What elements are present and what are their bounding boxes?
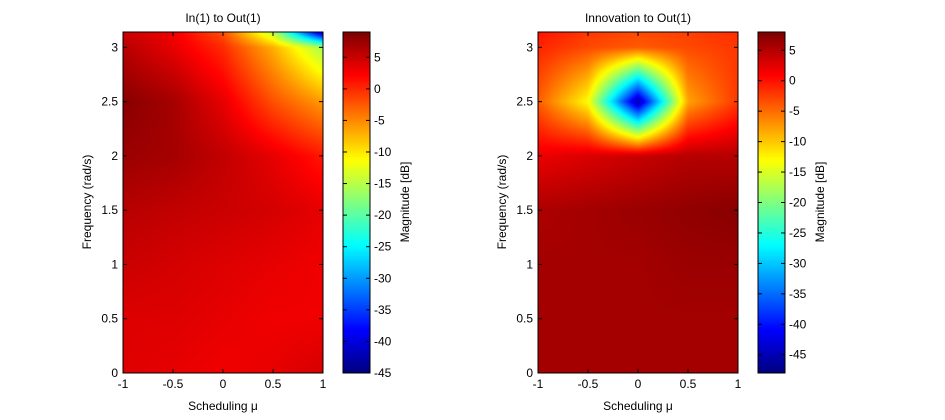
panel-innovation-to-out1: Innovation to Out(1) -1 -0.5 0 0.5 1 0 0.5 1 1.… bbox=[495, 11, 827, 413]
colorbar-tick-label: -40 bbox=[374, 334, 392, 348]
x-ticks: -1 -0.5 0 0.5 1 bbox=[533, 32, 742, 391]
y-ticks: 0 0.5 1 1.5 2 2.5 3 bbox=[101, 40, 323, 380]
y-tick-label: 0 bbox=[526, 366, 533, 380]
y-ticks: 0 0.5 1 1.5 2 2.5 3 bbox=[516, 40, 738, 380]
y-tick-label: 0 bbox=[111, 366, 118, 380]
colorbar-tick-label: -30 bbox=[789, 256, 807, 270]
x-tick-label: -1 bbox=[533, 377, 544, 391]
colorbar-ticks: -45 -40 -35 -30 -25 -20 -15 -10 -5 0 5 bbox=[758, 43, 807, 362]
colorbar-tick-label: -30 bbox=[374, 271, 392, 285]
y-tick-label: 1 bbox=[111, 257, 118, 271]
y-tick-label: 0.5 bbox=[516, 312, 533, 326]
colorbar-tick-label: -5 bbox=[374, 113, 385, 127]
colorbar-gradient bbox=[343, 32, 370, 373]
heatmap-surface bbox=[123, 32, 323, 373]
colorbar-tick-label: 0 bbox=[789, 74, 796, 88]
plot-title: In(1) to Out(1) bbox=[185, 11, 260, 25]
y-tick-label: 0.5 bbox=[101, 312, 118, 326]
colorbar-ticks: -45 -40 -35 -30 -25 -20 -15 -10 -5 0 5 bbox=[343, 50, 392, 380]
x-tick-label: -1 bbox=[118, 377, 129, 391]
colorbar-tick-label: -10 bbox=[789, 135, 807, 149]
colorbar-gradient bbox=[758, 32, 785, 373]
colorbar-tick-label: 5 bbox=[789, 43, 796, 57]
y-tick-label: 1 bbox=[526, 257, 533, 271]
colorbar-box bbox=[342, 31, 371, 374]
x-tick-label: 0.5 bbox=[680, 377, 697, 391]
x-ticks: -1 -0.5 0 0.5 1 bbox=[118, 32, 327, 391]
colorbar-tick-label: -40 bbox=[789, 317, 807, 331]
colorbar-label: Magnitude [dB] bbox=[813, 162, 827, 243]
x-axis-label: Scheduling μ bbox=[188, 399, 258, 413]
colorbar-tick-label: -25 bbox=[374, 240, 392, 254]
x-tick-label: -0.5 bbox=[163, 377, 184, 391]
colorbar-tick-label: -10 bbox=[374, 145, 392, 159]
colorbar-label: Magnitude [dB] bbox=[398, 162, 412, 243]
plot-title: Innovation to Out(1) bbox=[585, 11, 691, 25]
colorbar-tick-label: -35 bbox=[789, 287, 807, 301]
x-tick-label: -0.5 bbox=[578, 377, 599, 391]
colorbar-tick-label: -35 bbox=[374, 303, 392, 317]
y-tick-label: 2 bbox=[526, 149, 533, 163]
x-tick-label: 0 bbox=[220, 377, 227, 391]
colorbar-tick-label: 5 bbox=[374, 50, 381, 64]
y-axis-label: Frequency (rad/s) bbox=[80, 155, 94, 250]
colorbar-tick-label: -20 bbox=[374, 208, 392, 222]
x-tick-label: 1 bbox=[320, 377, 327, 391]
colorbar-tick-label: 0 bbox=[374, 82, 381, 96]
x-tick-label: 1 bbox=[735, 377, 742, 391]
y-tick-label: 1.5 bbox=[101, 203, 118, 217]
colorbar-tick-label: -45 bbox=[374, 366, 392, 380]
x-tick-label: 0.5 bbox=[265, 377, 282, 391]
y-axis-label: Frequency (rad/s) bbox=[495, 155, 509, 250]
colorbar-tick-label: -5 bbox=[789, 104, 800, 118]
colorbar-tick-label: -15 bbox=[789, 165, 807, 179]
y-tick-label: 3 bbox=[526, 40, 533, 54]
y-tick-label: 1.5 bbox=[516, 203, 533, 217]
y-tick-label: 3 bbox=[111, 40, 118, 54]
x-axis-label: Scheduling μ bbox=[603, 399, 673, 413]
colorbar-tick-label: -25 bbox=[789, 226, 807, 240]
panel-in1-to-out1: In(1) to Out(1) -1 -0.5 0 0.5 1 0 0.5 1 1.5 2 2.5… bbox=[80, 11, 412, 413]
y-tick-label: 2.5 bbox=[516, 95, 533, 109]
colorbar-tick-label: -15 bbox=[374, 177, 392, 191]
y-tick-label: 2 bbox=[111, 149, 118, 163]
colorbar-tick-label: -45 bbox=[789, 348, 807, 362]
colorbar-tick-label: -20 bbox=[789, 196, 807, 210]
y-tick-label: 2.5 bbox=[101, 95, 118, 109]
heatmap-surface bbox=[538, 32, 738, 373]
x-tick-label: 0 bbox=[635, 377, 642, 391]
